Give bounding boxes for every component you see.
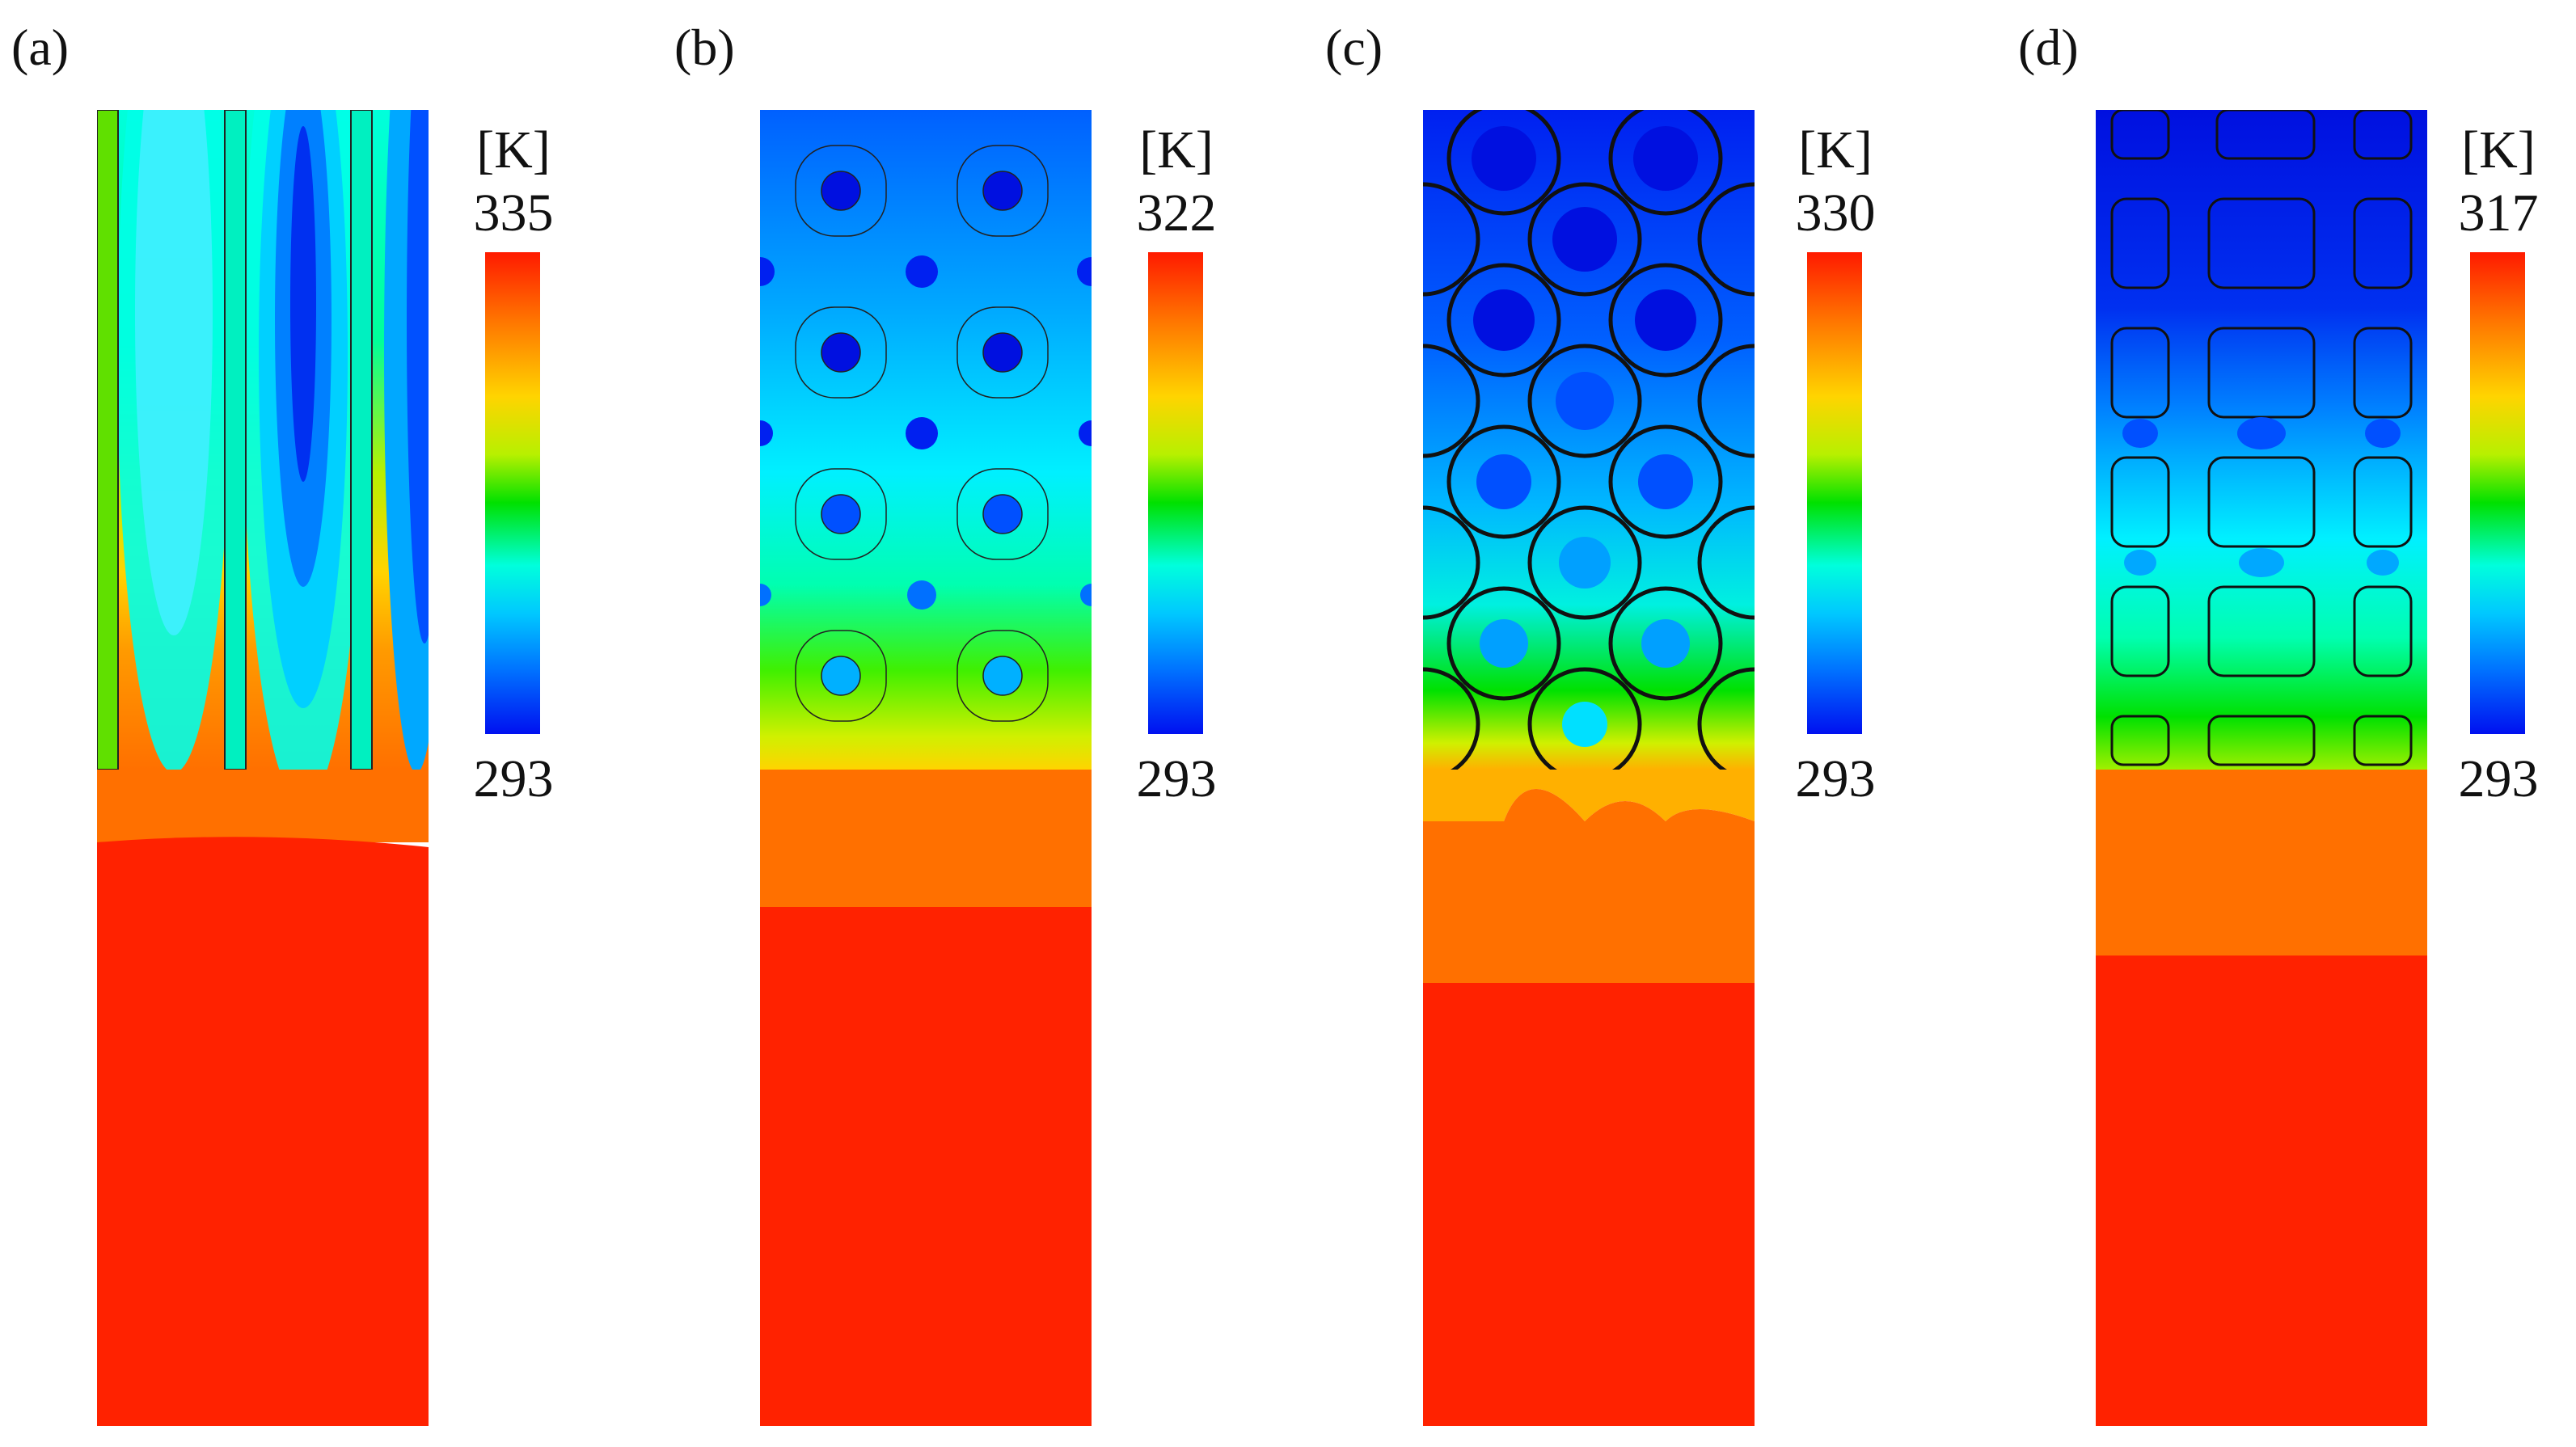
panel-label: (d) (2018, 19, 2079, 76)
colorbar-max-value: 317 (2458, 184, 2539, 243)
temperature-field-d (2096, 110, 2427, 1426)
colorbar-max-value: 330 (1795, 184, 1876, 243)
colorbar-min-value: 293 (473, 749, 554, 808)
colorbar-min-value: 293 (1136, 749, 1217, 808)
temperature-field-c (1423, 110, 1755, 1426)
temperature-field-b (760, 110, 1092, 1426)
colorbar-unit: [K] (476, 120, 551, 179)
colorbar (2470, 252, 2525, 734)
colorbar-unit: [K] (1139, 120, 1214, 179)
colorbar (485, 252, 540, 734)
colorbar-max-value: 322 (1136, 184, 1217, 243)
colorbar (1807, 252, 1862, 734)
panel-label: (c) (1325, 19, 1383, 76)
panel-a: (a) (0, 0, 631, 1447)
colorbar-max-value: 335 (473, 184, 554, 243)
panel-label: (b) (674, 19, 735, 76)
colorbar (1148, 252, 1203, 734)
colorbar-min-value: 293 (1795, 749, 1876, 808)
colorbar-min-value: 293 (2458, 749, 2539, 808)
colorbar-unit: [K] (1798, 120, 1873, 179)
panel-d: (d) (1957, 0, 2576, 1447)
panel-c: (c) (1314, 0, 1945, 1447)
panel-b: (b) (663, 0, 1294, 1447)
panel-label: (a) (11, 19, 70, 76)
colorbar-unit: [K] (2461, 120, 2536, 179)
temperature-field-a (97, 110, 429, 1426)
